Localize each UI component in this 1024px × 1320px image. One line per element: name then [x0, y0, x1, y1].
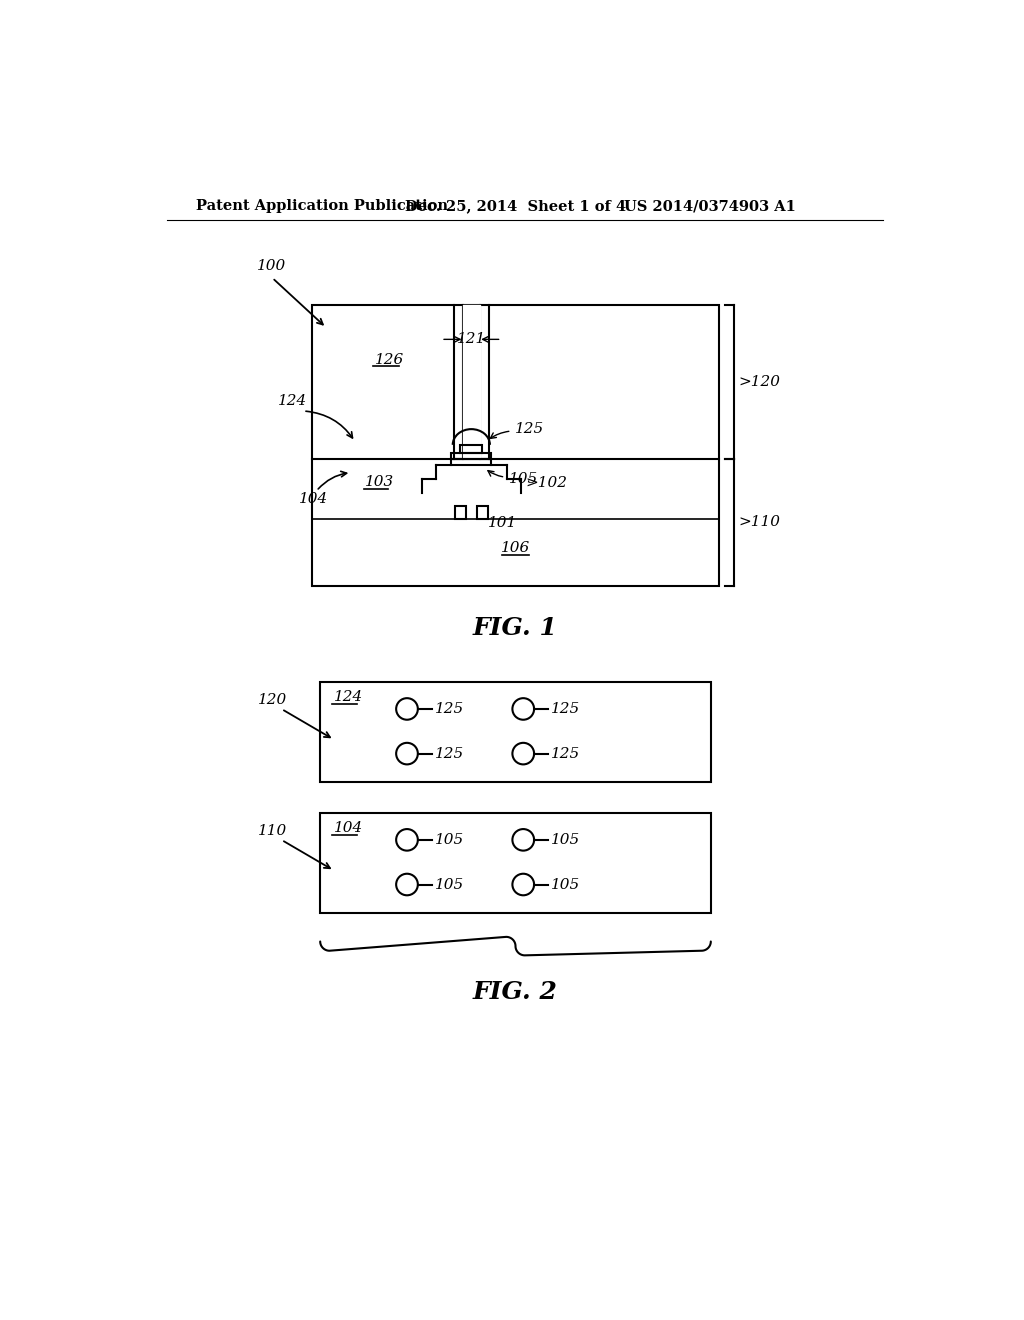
Text: FIG. 2: FIG. 2	[473, 979, 558, 1003]
Text: 100: 100	[257, 259, 286, 273]
Text: >120: >120	[738, 375, 780, 388]
Text: 125: 125	[435, 747, 464, 760]
Text: 124: 124	[278, 393, 307, 408]
Text: 125: 125	[551, 747, 581, 760]
Text: 126: 126	[375, 354, 403, 367]
Text: 124: 124	[334, 690, 364, 705]
Text: Dec. 25, 2014  Sheet 1 of 4: Dec. 25, 2014 Sheet 1 of 4	[406, 199, 627, 213]
Text: 105: 105	[435, 833, 464, 847]
Text: 105: 105	[551, 833, 581, 847]
Text: 120: 120	[258, 693, 288, 706]
Text: Patent Application Publication: Patent Application Publication	[197, 199, 449, 213]
Text: 110: 110	[258, 824, 288, 838]
Text: 125: 125	[551, 702, 581, 715]
Text: 106: 106	[501, 541, 530, 554]
Text: 121: 121	[457, 333, 486, 346]
Bar	[321, 682, 711, 781]
Bar	[477, 507, 487, 519]
Bar	[452, 459, 492, 465]
Text: 125: 125	[515, 422, 544, 437]
Text: 103: 103	[366, 475, 394, 488]
Text: 125: 125	[435, 702, 464, 715]
Text: 105: 105	[551, 878, 581, 891]
Text: >102: >102	[525, 475, 567, 490]
Text: FIG. 1: FIG. 1	[473, 616, 558, 640]
Bar	[452, 453, 492, 459]
Text: 104: 104	[299, 492, 328, 506]
Text: 105: 105	[509, 471, 538, 486]
Text: 104: 104	[334, 821, 364, 836]
Bar	[455, 507, 466, 519]
Bar	[321, 813, 711, 913]
Text: US 2014/0374903 A1: US 2014/0374903 A1	[624, 199, 796, 213]
Text: 105: 105	[435, 878, 464, 891]
Text: 101: 101	[488, 516, 517, 531]
Bar	[312, 305, 719, 586]
Text: >110: >110	[738, 515, 780, 529]
Bar	[461, 445, 482, 453]
